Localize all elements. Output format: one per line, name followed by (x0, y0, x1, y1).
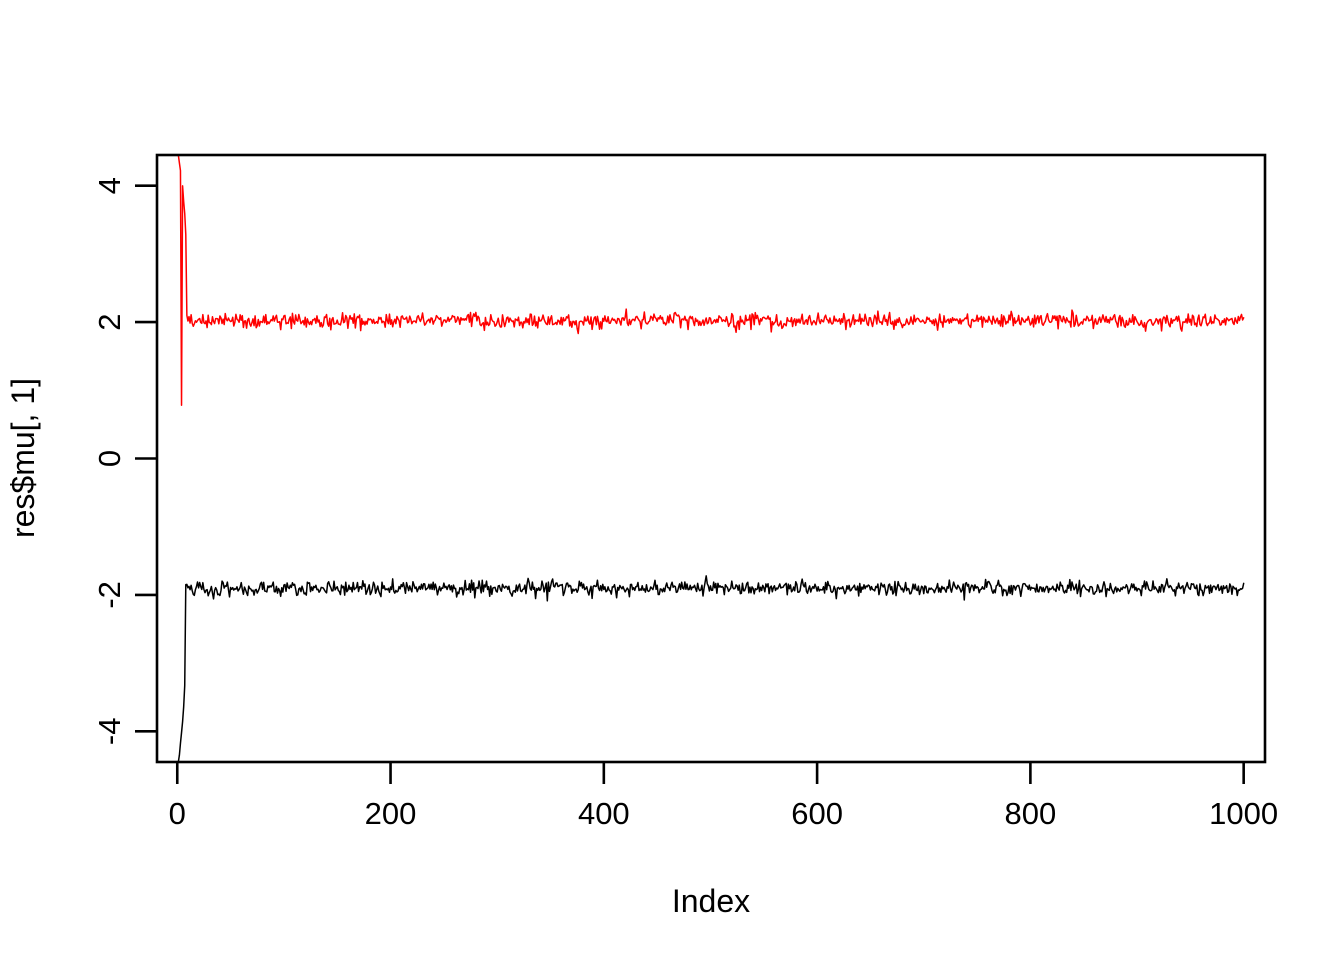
x-tick-label: 400 (578, 796, 630, 831)
x-tick-label: 200 (365, 796, 417, 831)
x-tick-label: 800 (1005, 796, 1057, 831)
x-tick-label: 600 (791, 796, 843, 831)
x-axis-ticks (175, 762, 1245, 784)
y-axis-tick-labels: 4 2 0 -2 -4 (92, 177, 127, 745)
x-tick-label: 0 (169, 796, 186, 831)
series-group (177, 156, 1245, 761)
y-axis-title: res$mu[, 1] (5, 378, 41, 538)
y-tick-label: -2 (92, 581, 127, 609)
x-axis-tick-labels: 0 200 400 600 800 1000 (169, 796, 1279, 831)
y-tick-label: 0 (92, 450, 127, 467)
series-line-chain-1 (177, 575, 1245, 761)
y-tick-label: -4 (92, 718, 127, 746)
y-tick-label: 4 (92, 177, 127, 194)
series-line-chain-2 (177, 156, 1245, 407)
y-tick-label: 2 (92, 313, 127, 330)
y-axis-ticks (135, 184, 157, 733)
x-axis-title: Index (672, 883, 750, 919)
x-tick-label: 1000 (1209, 796, 1278, 831)
